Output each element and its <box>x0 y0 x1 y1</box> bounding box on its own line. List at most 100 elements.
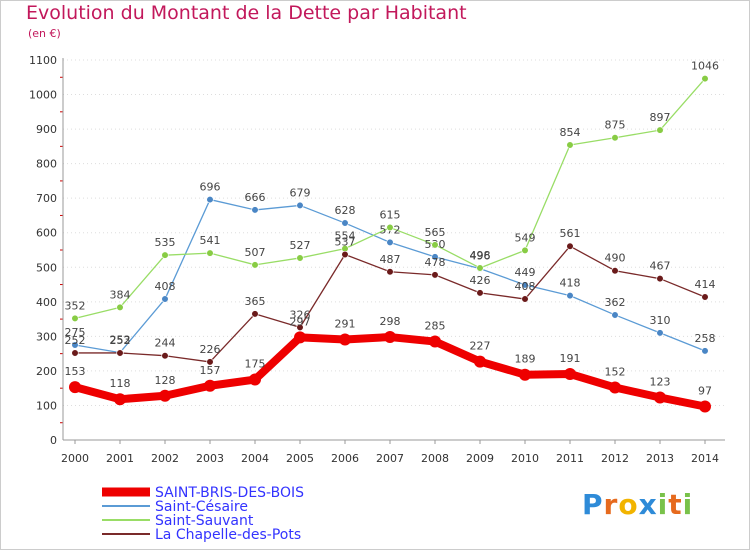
point-saint-sauvant <box>611 134 619 142</box>
point-saint-sauvant <box>161 251 169 259</box>
point-saint-bris-des-bois <box>204 379 216 392</box>
data-label-saint-c-saire: 310 <box>650 314 671 327</box>
data-label-la-chapelle-des-pots: 467 <box>650 260 671 273</box>
data-label-la-chapelle-des-pots: 408 <box>515 280 536 293</box>
data-label-saint-c-saire: 696 <box>200 181 221 194</box>
data-label-la-chapelle-des-pots: 252 <box>65 334 86 347</box>
data-label-saint-sauvant: 565 <box>425 226 446 239</box>
point-saint-sauvant <box>521 246 529 254</box>
point-saint-c-saire <box>71 341 79 349</box>
data-label-la-chapelle-des-pots: 478 <box>425 256 446 269</box>
data-label-saint-bris-des-bois: 123 <box>650 376 671 389</box>
point-saint-bris-des-bois <box>609 381 621 394</box>
data-label-saint-sauvant: 541 <box>200 234 221 247</box>
y-tick-label: 400 <box>36 296 57 309</box>
data-label-saint-bris-des-bois: 297 <box>290 315 311 328</box>
data-label-saint-sauvant: 352 <box>65 299 86 312</box>
legend-label-saint-c-saire: Saint-Césaire <box>155 499 248 515</box>
x-tick-label: 2008 <box>421 452 449 465</box>
x-tick-label: 2010 <box>511 452 539 465</box>
point-saint-sauvant <box>71 314 79 323</box>
x-tick-label: 2006 <box>331 452 359 465</box>
point-saint-sauvant <box>431 241 439 249</box>
data-label-saint-sauvant: 535 <box>155 236 176 249</box>
x-tick-label: 2000 <box>61 452 89 465</box>
point-saint-bris-des-bois <box>429 335 441 348</box>
x-tick-label: 2007 <box>376 452 404 465</box>
point-saint-c-saire <box>701 347 709 355</box>
data-label-la-chapelle-des-pots: 487 <box>380 253 401 266</box>
y-tick-label: 1000 <box>29 89 57 102</box>
plot-area <box>63 58 725 440</box>
point-saint-bris-des-bois <box>519 368 531 381</box>
point-saint-c-saire <box>206 195 214 204</box>
point-saint-bris-des-bois <box>69 381 81 394</box>
data-label-saint-bris-des-bois: 153 <box>65 365 86 378</box>
point-saint-bris-des-bois <box>474 355 486 368</box>
data-label-saint-bris-des-bois: 227 <box>470 340 491 353</box>
point-saint-c-saire <box>656 329 664 337</box>
point-saint-bris-des-bois <box>564 368 576 381</box>
point-la-chapelle-des-pots <box>116 349 124 357</box>
y-tick-label: 900 <box>36 123 57 136</box>
point-saint-c-saire <box>341 219 349 227</box>
point-saint-c-saire <box>566 292 574 300</box>
point-saint-bris-des-bois <box>699 400 711 413</box>
data-label-saint-c-saire: 362 <box>605 296 626 309</box>
point-la-chapelle-des-pots <box>566 242 574 250</box>
data-label-la-chapelle-des-pots: 365 <box>245 295 266 308</box>
data-label-la-chapelle-des-pots: 226 <box>200 343 221 356</box>
point-la-chapelle-des-pots <box>161 352 169 360</box>
point-la-chapelle-des-pots <box>251 310 259 318</box>
data-label-la-chapelle-des-pots: 490 <box>605 252 626 265</box>
data-label-saint-sauvant: 384 <box>110 288 131 301</box>
x-tick-label: 2009 <box>466 452 494 465</box>
data-label-saint-sauvant: 615 <box>380 209 401 222</box>
point-la-chapelle-des-pots <box>656 275 664 283</box>
x-tick-label: 2003 <box>196 452 224 465</box>
data-label-saint-c-saire: 408 <box>155 280 176 293</box>
legend-label-saint-sauvant: Saint-Sauvant <box>155 513 254 529</box>
point-saint-sauvant <box>476 264 484 272</box>
data-label-saint-bris-des-bois: 298 <box>380 315 401 328</box>
data-label-saint-bris-des-bois: 285 <box>425 320 446 333</box>
point-saint-bris-des-bois <box>654 391 666 404</box>
y-tick-label: 600 <box>36 227 57 240</box>
data-label-saint-c-saire: 275 <box>65 326 86 339</box>
data-label-saint-c-saire: 496 <box>470 250 491 263</box>
x-tick-label: 2005 <box>286 452 314 465</box>
data-label-saint-c-saire: 258 <box>695 332 716 345</box>
y-tick-label: 300 <box>36 330 57 343</box>
data-label-saint-bris-des-bois: 118 <box>110 377 131 390</box>
data-label-saint-bris-des-bois: 291 <box>335 317 356 330</box>
y-tick-label: 800 <box>36 158 57 171</box>
point-la-chapelle-des-pots <box>431 271 439 279</box>
data-label-saint-sauvant: 527 <box>290 239 311 252</box>
y-tick-label: 1100 <box>29 54 57 67</box>
data-label-la-chapelle-des-pots: 252 <box>110 334 131 347</box>
point-saint-c-saire <box>611 311 619 319</box>
data-label-la-chapelle-des-pots: 561 <box>560 227 581 240</box>
data-label-saint-sauvant: 854 <box>560 126 581 139</box>
point-saint-c-saire <box>251 206 259 214</box>
data-label-la-chapelle-des-pots: 326 <box>290 308 311 321</box>
legend-label-la-chapelle-des-pots: La Chapelle-des-Pots <box>155 527 301 543</box>
point-saint-bris-des-bois <box>339 333 351 346</box>
point-la-chapelle-des-pots <box>701 293 709 301</box>
point-saint-bris-des-bois <box>249 373 261 386</box>
point-la-chapelle-des-pots <box>206 358 214 366</box>
point-saint-sauvant <box>296 254 304 262</box>
data-label-saint-bris-des-bois: 128 <box>155 374 176 387</box>
point-saint-sauvant <box>116 303 124 311</box>
chart-unit: (en €) <box>28 27 61 40</box>
data-label-saint-sauvant: 498 <box>470 249 491 262</box>
x-tick-label: 2002 <box>151 452 179 465</box>
data-label-saint-c-saire: 418 <box>560 277 581 290</box>
point-saint-bris-des-bois <box>294 331 306 344</box>
point-la-chapelle-des-pots <box>71 349 79 357</box>
data-label-saint-c-saire: 628 <box>335 204 356 217</box>
x-tick-label: 2011 <box>556 452 584 465</box>
data-label-saint-sauvant: 875 <box>605 119 626 132</box>
y-tick-label: 200 <box>36 365 57 378</box>
